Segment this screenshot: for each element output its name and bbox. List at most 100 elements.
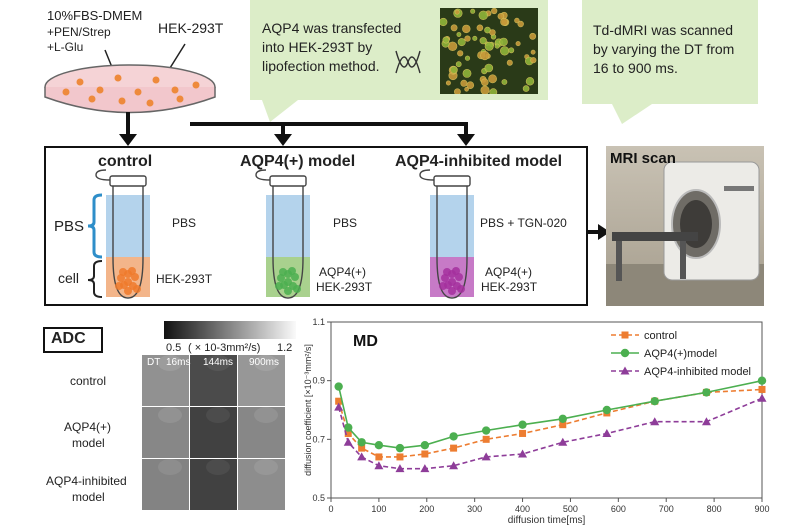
cell-spot (454, 9, 460, 15)
cell-spot (517, 20, 524, 28)
cell-spot (470, 8, 476, 14)
adc-scale-max: 1.2 (277, 342, 293, 354)
adc-map-artifact (206, 459, 230, 475)
transfection-text-2: into HEK-293T by (262, 39, 373, 55)
data-point (757, 376, 767, 385)
pellet-cell (443, 268, 451, 276)
pellet-cell (119, 268, 127, 276)
cell-spot (462, 69, 472, 78)
y-tick-label: 0.7 (312, 434, 325, 444)
x-tick-label: 500 (563, 504, 578, 514)
legend-label: AQP4-inhibited model (644, 366, 751, 378)
cell-spot (456, 32, 462, 37)
cell-spot (525, 77, 535, 86)
y-tick-label: 0.5 (312, 493, 325, 503)
microscopy-image (440, 8, 538, 94)
pellet-cell (291, 273, 299, 281)
cell-spot (489, 29, 496, 36)
adc-col-16ms: 16ms (166, 357, 191, 368)
condition-title-aqp4-plus: AQP4(+) model (240, 153, 356, 170)
cell-spot (462, 24, 471, 34)
cell-spot (491, 8, 498, 15)
adc-dt-prefix: DT (147, 357, 161, 368)
inhibited-top-label: PBS + TGN-020 (480, 216, 567, 230)
data-point (357, 438, 366, 447)
adc-map-artifact (254, 407, 278, 423)
inhibited-bottom-label-1: AQP4(+) (485, 265, 533, 279)
cell-spot (480, 50, 490, 61)
conditions-box (44, 146, 588, 306)
pellet-cell (115, 282, 123, 290)
x-tick-label: 800 (707, 504, 722, 514)
data-point (449, 432, 458, 441)
cell-spot (450, 24, 458, 32)
cell-spot (484, 63, 494, 73)
pellet-cell (284, 278, 292, 286)
adc-map-artifact (206, 355, 230, 371)
adc-row-control: control (70, 374, 107, 388)
pellet-cell (124, 278, 132, 286)
x-tick-label: 300 (467, 504, 482, 514)
data-point (343, 437, 353, 446)
pellet-cell (288, 267, 296, 275)
cell-spot (464, 35, 471, 42)
x-tick-label: 600 (611, 504, 626, 514)
adc-map-artifact (158, 459, 182, 475)
tube-body (272, 186, 304, 299)
data-point (602, 428, 612, 437)
cell-spot (530, 57, 537, 64)
data-point (334, 402, 344, 411)
control-top-label: PBS (172, 216, 197, 230)
scan-callout (582, 0, 758, 104)
cell-spot (514, 17, 520, 24)
x-axis-label: diffusion time[ms] (508, 515, 586, 526)
adc-map-artifact (254, 459, 278, 475)
legend-marker (620, 348, 630, 358)
cell-spot (464, 55, 471, 61)
pellet-cell (293, 285, 301, 293)
cell-spot (440, 17, 448, 27)
data-point (650, 397, 659, 406)
cell-spot (501, 79, 508, 85)
data-point (334, 382, 343, 391)
pellet-cell (439, 282, 447, 290)
data-point (374, 461, 384, 470)
adc-col-144ms: 144ms (203, 357, 234, 368)
cell-spot (506, 59, 513, 66)
data-point (344, 429, 352, 437)
cell-brace-label: cell (58, 270, 80, 286)
data-point (702, 388, 711, 397)
cell-spot (479, 37, 487, 45)
x-tick-label: 200 (419, 504, 434, 514)
adc-colorbar (164, 321, 296, 339)
medium-line2: +PEN/Strep (47, 25, 111, 39)
adc-scale-min: 0.5 (166, 342, 182, 354)
adc-label-box (43, 327, 103, 353)
data-point (395, 443, 405, 453)
pellet-cell (284, 287, 292, 295)
data-point (482, 435, 490, 443)
y-axis-label: diffusion coefficient [×10⁻³mm²/s] (303, 344, 313, 476)
cell-spot (466, 81, 475, 89)
transfection-text-3: lipofection method. (262, 58, 380, 74)
y-tick-label: 0.9 (312, 376, 325, 386)
condition-title-aqp4-inhibited: AQP4-inhibited model (395, 153, 563, 170)
cell-spot (472, 35, 478, 41)
pellet-cell (448, 287, 456, 295)
pellet-cell (457, 285, 465, 293)
dna-icon (395, 50, 421, 74)
cell-spot (476, 24, 484, 32)
adc-scale-unit: ( × 10-3mm²/s) (188, 342, 261, 354)
inhibited-bottom-label-2: HEK-293T (481, 280, 538, 294)
adc-col-900ms: 900ms (249, 357, 280, 368)
aqp4-top-label: PBS (333, 216, 358, 230)
cell-spot (442, 36, 450, 44)
mri-scan-label: MRI scan (610, 150, 676, 167)
data-point (375, 453, 383, 461)
adc-row-aqp4-2: model (72, 436, 105, 450)
adc-map-artifact (158, 355, 182, 371)
data-point (420, 464, 430, 473)
adc-row-inhibited-2: model (72, 490, 105, 504)
cell-spot (529, 32, 537, 40)
data-point (335, 397, 343, 405)
